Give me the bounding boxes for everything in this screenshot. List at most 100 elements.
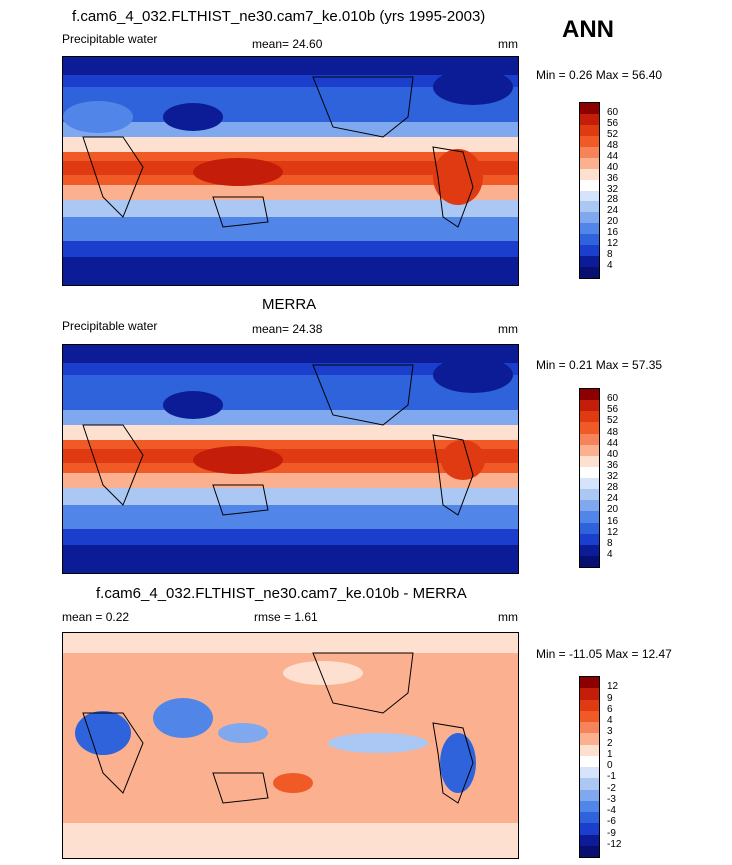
colorbar-tick-label: 8 [607,249,613,261]
colorbar-cell [580,234,599,246]
colorbar-tick-label: 24 [607,493,619,505]
colorbar-cell [580,845,599,857]
colorbar-tick-label: 16 [607,515,619,527]
colorbar-tick-label: -2 [607,782,616,794]
colorbar-tick-label: 4 [607,260,613,272]
colorbar-tick-label: 56 [607,404,619,416]
colorbar-tick-label: 56 [607,117,619,129]
colorbar-tick-label: 28 [607,482,619,494]
colorbar-cell [580,411,599,423]
colorbar-cell [580,555,599,567]
colorbar-tick-label: 2 [607,737,613,749]
colorbar-tick-label: 36 [607,172,619,184]
colorbar-cell [580,722,599,734]
panel3-colorbar-ticks: 12 9 6 4 3 2 1 0 -1 -2 -3 -4 -6 -9 -12 [607,676,637,858]
colorbar-tick-label: 44 [607,150,619,162]
colorbar-cell [580,767,599,779]
panel1-mean-label: mean= 24.60 [252,37,323,51]
panel1-variable-label: Precipitable water [62,32,158,46]
colorbar-tick-label: 8 [607,537,613,549]
colorbar-tick-label: 12 [607,526,619,538]
panel2-colorbar-ticks: 60 56 52 48 44 40 36 32 28 24 20 16 12 8 4 [607,388,637,568]
colorbar-cell [580,544,599,556]
colorbar-tick-label: 12 [607,238,619,250]
panel3-minmax-label: Min = -11.05 Max = 12.47 [536,647,672,661]
colorbar-cell [580,823,599,835]
colorbar-cell [580,744,599,756]
colorbar-cell [580,389,599,401]
colorbar-tick-label: 48 [607,139,619,151]
colorbar-cell [580,500,599,512]
colorbar-cell [580,533,599,545]
panel2-variable-label: Precipitable water [62,319,158,333]
colorbar-tick-label: 9 [607,692,613,704]
panel3-map-field [63,633,518,858]
colorbar-tick-label: -12 [607,838,622,850]
colorbar-cell [580,834,599,846]
colorbar-tick-label: -3 [607,793,616,805]
colorbar-cell [580,212,599,224]
colorbar-tick-label: -6 [607,816,616,828]
colorbar-cell [580,201,599,213]
colorbar-cell [580,522,599,534]
panel2-mean-label: mean= 24.38 [252,322,323,336]
colorbar-cell [580,733,599,745]
colorbar-tick-label: 1 [607,748,613,760]
colorbar-cell [580,103,599,114]
panel1-minmax-label: Min = 0.26 Max = 56.40 [536,68,663,82]
colorbar-cell [580,190,599,202]
colorbar-tick-label: 12 [607,681,619,693]
colorbar-tick-label: 20 [607,216,619,228]
colorbar-cell [580,124,599,136]
colorbar-cell [580,168,599,180]
colorbar-tick-label: 52 [607,415,619,427]
colorbar-cell [580,256,599,268]
colorbar-tick-label: 20 [607,504,619,516]
panel3-rmse-label: rmse = 1.61 [254,610,318,624]
panel2-minmax-label: Min = 0.21 Max = 57.35 [536,358,663,372]
colorbar-cell [580,245,599,257]
colorbar-cell [580,699,599,711]
colorbar-tick-label: 48 [607,426,619,438]
colorbar-cell [580,478,599,490]
colorbar-cell [580,444,599,456]
panel1-colorbar-ticks: 60 56 52 48 44 40 36 32 28 24 20 16 12 8 4 [607,102,637,279]
colorbar-cell [580,135,599,147]
colorbar-cell [580,223,599,235]
colorbar-tick-label: 4 [607,548,613,560]
panel3-units-label: mm [498,610,518,624]
colorbar-cell [580,157,599,169]
colorbar-tick-label: 60 [607,106,619,118]
colorbar-cell [580,677,599,689]
colorbar-tick-label: 52 [607,128,619,140]
colorbar-cell [580,489,599,501]
colorbar-cell [580,146,599,158]
panel1-map [62,56,519,286]
colorbar-cell [580,812,599,824]
colorbar-cell [580,688,599,700]
colorbar-cell [580,778,599,790]
panel1-map-field [63,57,518,285]
panel2-map-field [63,345,518,573]
colorbar-tick-label: 4 [607,715,613,726]
panel3-colorbar [579,676,600,858]
colorbar-cell [580,179,599,191]
colorbar-tick-label: 36 [607,459,619,471]
panel2-map [62,344,519,574]
colorbar-cell [580,789,599,801]
panel1-title: f.cam6_4_032.FLTHIST_ne30.cam7_ke.010b (… [72,8,486,25]
colorbar-cell [580,755,599,767]
colorbar-tick-label: 32 [607,183,619,195]
colorbar-tick-label: 40 [607,161,619,173]
panel1-units-label: mm [498,37,518,51]
panel2-title: MERRA [262,296,317,313]
panel1-colorbar [579,102,600,279]
colorbar-tick-label: 32 [607,471,619,482]
colorbar-tick-label: 6 [607,703,613,715]
colorbar-cell [580,113,599,125]
colorbar-cell [580,710,599,722]
colorbar-cell [580,267,599,278]
colorbar-tick-label: 24 [607,205,619,217]
colorbar-cell [580,400,599,412]
colorbar-cell [580,422,599,434]
